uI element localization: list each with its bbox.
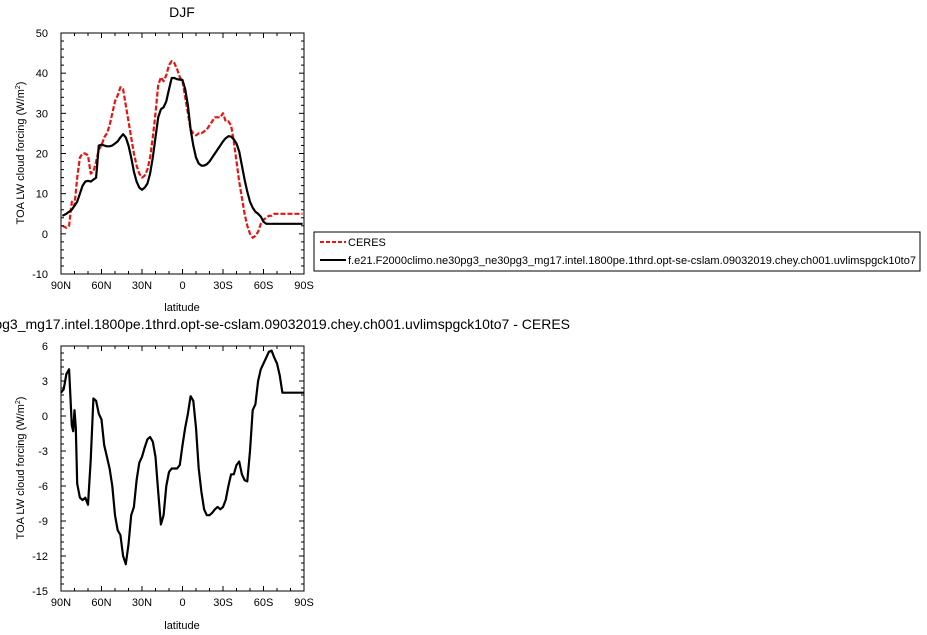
top-chart-y-tick-label: -10 bbox=[32, 269, 48, 281]
bottom-chart-x-tick-label: 90N bbox=[51, 597, 71, 609]
bottom-chart-y-tick-label: -15 bbox=[32, 586, 48, 598]
bottom-chart-x-tick-label: 90S bbox=[294, 597, 314, 609]
bottom-chart-y-axis-label-close: ) bbox=[15, 397, 27, 401]
top-chart-x-tick-label: 90N bbox=[51, 280, 71, 292]
legend-label-model: f.e21.F2000climo.ne30pg3_ne30pg3_mg17.in… bbox=[348, 255, 916, 267]
top-chart-x-tick-label: 60N bbox=[91, 280, 111, 292]
top-chart-x-tick-label: 60S bbox=[254, 280, 274, 292]
bottom-chart-y-axis-label: TOA LW cloud forcing (W/m2) bbox=[15, 397, 27, 540]
top-chart-y-tick-label: 40 bbox=[36, 68, 48, 80]
bottom-chart-x-tick-label: 60N bbox=[91, 597, 111, 609]
top-chart-y-tick-label: 30 bbox=[36, 108, 48, 120]
bottom-chart-y-axis-label-superscript: 2 bbox=[15, 400, 22, 404]
top-chart-y-tick-label: 10 bbox=[36, 189, 48, 201]
top-chart-y-tick-label: 0 bbox=[42, 229, 48, 241]
bottom-chart-x-tick-label: 0 bbox=[179, 597, 185, 609]
bottom-chart-series-line-difference bbox=[60, 349, 304, 566]
legend-label-ceres: CERES bbox=[348, 237, 386, 249]
top-chart-title: DJF bbox=[169, 4, 195, 20]
top-chart-y-tick-label: 50 bbox=[36, 28, 48, 40]
top-chart-x-tick-label: 90S bbox=[294, 280, 314, 292]
top-chart-panel: DJF 90N 60N 30N 0 30S 60S 90S -10 0 10 20 30 40 50 la… bbox=[15, 4, 314, 314]
top-chart-series-layer bbox=[61, 59, 303, 239]
bottom-chart-series-layer bbox=[60, 349, 304, 566]
top-chart-series-line-ceres bbox=[61, 59, 303, 239]
top-chart-x-tick-label: 0 bbox=[179, 280, 185, 292]
top-chart-series-line-model bbox=[61, 76, 303, 225]
bottom-chart-y-tick-label: 3 bbox=[42, 376, 48, 388]
bottom-chart-y-tick-label: -3 bbox=[38, 446, 48, 458]
bottom-chart-frame bbox=[60, 345, 305, 592]
top-chart-y-axis-label-close: ) bbox=[15, 82, 27, 86]
top-chart-x-tick-label: 30S bbox=[213, 280, 233, 292]
bottom-chart-x-tick-label: 30S bbox=[213, 597, 233, 609]
bottom-chart-y-tick-label: -6 bbox=[38, 481, 48, 493]
bottom-chart-x-axis-label: latitude bbox=[164, 620, 199, 632]
bottom-chart-y-tick-label: -12 bbox=[32, 551, 48, 563]
top-chart-x-axis-label: latitude bbox=[164, 302, 199, 314]
bottom-chart-x-tick-label: 30N bbox=[132, 597, 152, 609]
top-chart-y-axis-label: TOA LW cloud forcing (W/m2) bbox=[15, 82, 27, 225]
bottom-chart-y-axis-label-main: TOA LW cloud forcing (W/m bbox=[15, 404, 27, 539]
bottom-chart-y-tick-label: 6 bbox=[42, 341, 48, 353]
bottom-chart-y-tick-label: -9 bbox=[38, 516, 48, 528]
top-chart-y-axis-label-main: TOA LW cloud forcing (W/m bbox=[15, 89, 27, 224]
top-chart-y-axis-label-superscript: 2 bbox=[15, 85, 22, 89]
legend: CERES f.e21.F2000climo.ne30pg3_ne30pg3_m… bbox=[313, 231, 921, 272]
bottom-chart-y-tick-label: 0 bbox=[42, 411, 48, 423]
legend-box bbox=[313, 231, 921, 272]
bottom-chart-axes: 90N 60N 30N 0 30S 60S 90S -15 -12 -9 -6 -3 0 3 6 bbox=[32, 341, 314, 609]
bottom-chart-panel: f.e21.F2000climo.ne30pg3_ne30pg3_mg17.in… bbox=[0, 316, 570, 632]
top-chart-x-tick-label: 30N bbox=[132, 280, 152, 292]
top-chart-axes: 90N 60N 30N 0 30S 60S 90S -10 0 10 20 30 40 50 bbox=[32, 28, 314, 292]
bottom-chart-x-tick-label: 60S bbox=[254, 597, 274, 609]
top-chart-y-tick-label: 20 bbox=[36, 149, 48, 161]
bottom-chart-title: f.e21.F2000climo.ne30pg3_ne30pg3_mg17.in… bbox=[0, 316, 570, 332]
